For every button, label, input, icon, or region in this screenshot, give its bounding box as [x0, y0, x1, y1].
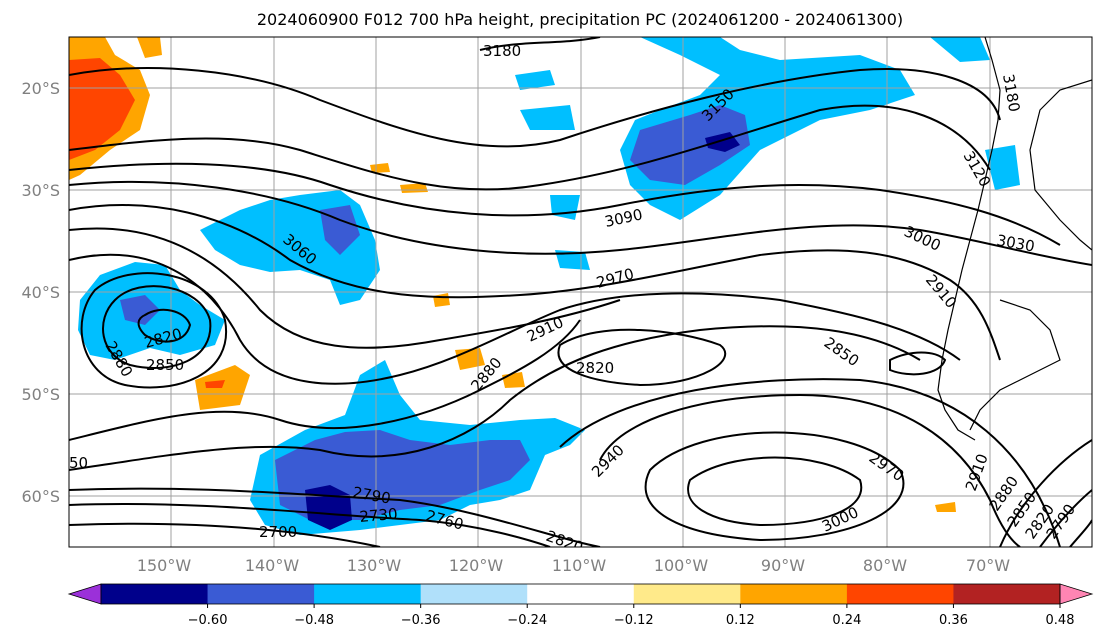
precip-strong-negative-patch	[320, 205, 360, 255]
precip-negative-patch	[520, 105, 575, 130]
lon-tick-label: 70°W	[966, 556, 1010, 575]
lat-tick-label: 30°S	[21, 181, 60, 200]
colorbar-tick-label: 0.48	[1046, 613, 1075, 628]
lon-tick-label: 120°W	[449, 556, 504, 575]
precip-positive-patch	[370, 163, 390, 173]
colorbar: −0.60 −0.48 −0.36 −0.24 −0.12 0.12 0.24 0.36 0.4…	[67, 583, 1094, 628]
lon-tick-label: 130°W	[347, 556, 402, 575]
colorbar-segment	[314, 584, 422, 604]
contour-label: 2820	[576, 359, 614, 377]
precip-strong-negative-patch	[120, 295, 160, 325]
figure-title: 2024060900 F012 700 hPa height, precipit…	[257, 10, 903, 29]
colorbar-extend-low	[67, 583, 102, 605]
colorbar-extend-high	[1059, 583, 1094, 605]
lon-tick-label: 100°W	[654, 556, 709, 575]
contour-label: 2700	[259, 523, 297, 541]
longitude-tick-labels: 150°W 140°W 130°W 120°W 110°W 100°W 90°W…	[137, 556, 1010, 575]
colorbar-segment	[633, 584, 741, 604]
precip-strong-negative-patch	[630, 105, 750, 185]
precip-positive-patch	[195, 365, 250, 410]
colorbar-tick-label: −0.12	[614, 613, 654, 628]
colorbar-tick-label: −0.36	[401, 613, 441, 628]
colorbar-tick-label: −0.48	[294, 613, 334, 628]
precip-strong-positive-patch	[205, 380, 225, 388]
precip-negative-patch	[985, 145, 1020, 190]
precip-negative-patch	[515, 70, 555, 90]
colorbar-segment	[101, 584, 209, 604]
precip-positive-patch	[137, 37, 162, 58]
coastline	[937, 37, 1092, 441]
colorbar-segment	[527, 584, 635, 604]
colorbar-tick-labels: −0.60 −0.48 −0.36 −0.24 −0.12 0.12 0.24 0.36 0.4…	[188, 604, 1075, 628]
colorbar-tick-label: 0.12	[726, 613, 755, 628]
lon-tick-label: 90°W	[761, 556, 805, 575]
colorbar-segment	[740, 584, 848, 604]
contour-label: 2730	[359, 505, 399, 526]
lon-tick-label: 110°W	[552, 556, 607, 575]
latitude-tick-labels: 20°S 30°S 40°S 50°S 60°S	[21, 79, 60, 506]
lat-tick-label: 50°S	[21, 385, 60, 404]
lon-tick-label: 150°W	[137, 556, 192, 575]
colorbar-segment	[207, 584, 315, 604]
lat-tick-label: 60°S	[21, 487, 60, 506]
colorbar-tick-label: 0.24	[832, 613, 861, 628]
colorbar-segment	[420, 584, 528, 604]
precip-positive-patch	[935, 502, 956, 512]
colorbar-tick-label: 0.36	[939, 613, 968, 628]
colorbar-frame	[100, 583, 1061, 605]
lon-tick-label: 80°W	[863, 556, 907, 575]
precip-negative-patch	[930, 37, 990, 62]
height-contours	[69, 37, 1092, 547]
colorbar-segment	[953, 584, 1061, 604]
colorbar-tick-label: −0.60	[188, 613, 228, 628]
lon-tick-label: 140°W	[245, 556, 300, 575]
contour-label: 50	[69, 454, 88, 472]
contour-label: 2850	[146, 356, 184, 374]
colorbar-segments	[67, 583, 1094, 605]
colorbar-segment	[846, 584, 954, 604]
contour-label: 3180	[483, 42, 521, 60]
lat-tick-label: 40°S	[21, 283, 60, 302]
precip-strong-positive-patch	[69, 58, 135, 160]
lat-tick-label: 20°S	[21, 79, 60, 98]
map-panel: 3180 3150 3120 3180 3090 3060 3030 3000 …	[68, 36, 1093, 548]
map-frame	[68, 36, 1093, 548]
colorbar-tick-label: −0.24	[507, 613, 547, 628]
